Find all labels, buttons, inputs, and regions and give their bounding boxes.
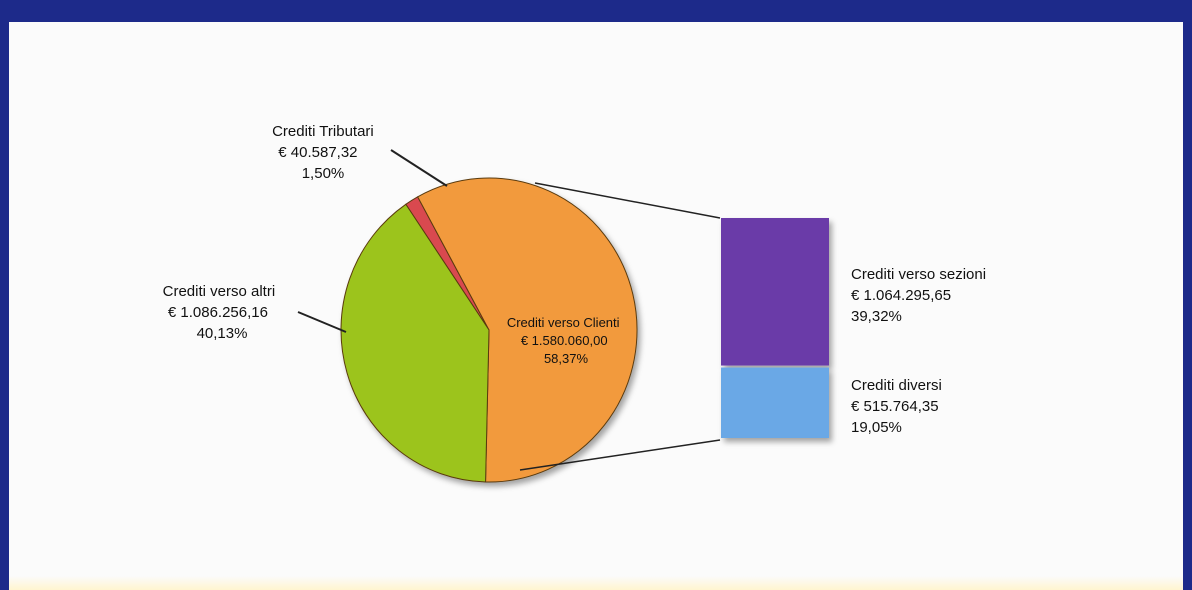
bottom-strip — [9, 576, 1183, 590]
slice-label-clienti: Crediti verso Clienti € 1.580.060,00 58,… — [507, 315, 623, 366]
pie-slice-crediti-verso-altri — [340, 203, 490, 483]
pie-slices — [340, 177, 638, 483]
connector-line-top — [534, 182, 721, 219]
leader-line-tributari — [390, 149, 448, 187]
segment-label-diversi: Crediti diversi € 515.764,35 19,05% — [851, 377, 946, 436]
segment-label-sezioni: Crediti verso sezioni € 1.064.295,65 39,… — [851, 266, 990, 325]
slice-label-altri: Crediti verso altri € 1.086.256,16 40,13… — [163, 283, 280, 342]
breakdown-bar — [721, 218, 829, 438]
leader-line-altri — [297, 311, 347, 333]
bar-segment-crediti-verso-sezioni — [721, 218, 829, 366]
header-band — [0, 0, 1192, 22]
connector-line-bottom — [519, 439, 721, 471]
bar-segment-crediti-diversi — [721, 367, 829, 438]
slice-label-tributari: Crediti Tributari € 40.587,32 1,50% — [272, 123, 378, 182]
